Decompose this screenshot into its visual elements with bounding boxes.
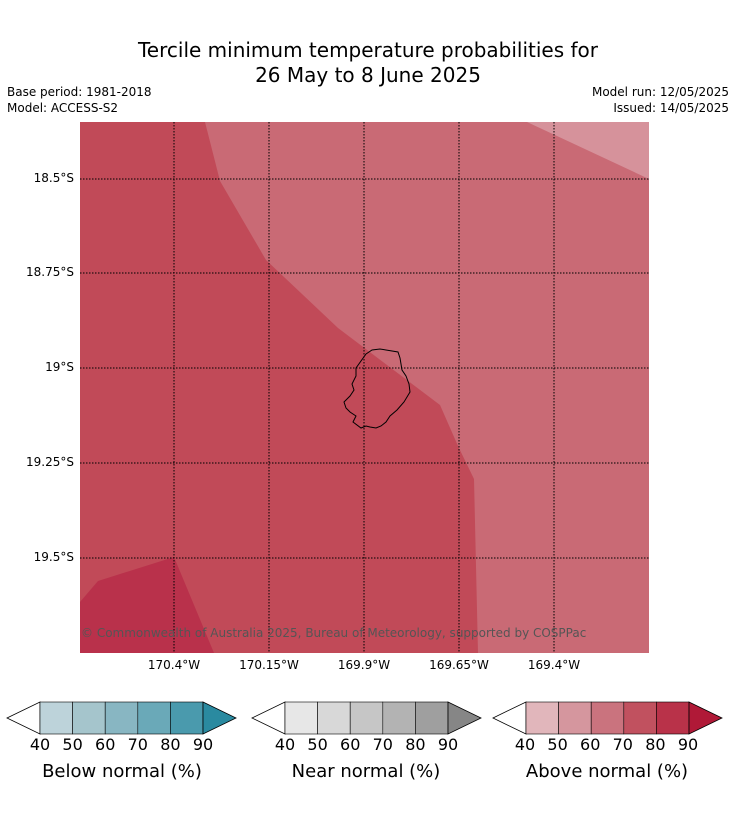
colorbar-tick: 50 — [62, 735, 83, 754]
meta-left: Base period: 1981-2018 Model: ACCESS-S2 — [7, 84, 152, 116]
colorbar-segment — [284, 701, 318, 735]
region-above-60 — [527, 122, 649, 179]
colorbar-above-normal — [492, 701, 723, 735]
colorbar-label-below: Below normal (%) — [42, 761, 202, 782]
island-outline — [343, 348, 411, 429]
colorbar-segment — [656, 701, 690, 735]
colorbar-min-extension — [251, 701, 286, 735]
colorbar-segment — [170, 701, 204, 735]
colorbar-label-near: Near normal (%) — [291, 761, 441, 782]
colorbar-segment — [104, 701, 139, 735]
colorbar-tick: 90 — [192, 735, 214, 754]
meta-right: Model run: 12/05/2025 Issued: 14/05/2025 — [592, 84, 729, 116]
colorbar-tick: 50 — [307, 735, 328, 754]
colorbar-tick: 40 — [514, 735, 536, 754]
colorbar-min-extension — [492, 701, 527, 735]
lon-tick-label: 169.9°W — [337, 658, 391, 672]
colorbar-tick: 60 — [340, 735, 361, 754]
probability-map[interactable] — [80, 122, 649, 653]
base-period-text: Base period: 1981-2018 — [7, 85, 152, 99]
lat-tick-label: 18.75°S — [26, 265, 74, 279]
colorbar-label-above: Above normal (%) — [525, 761, 689, 782]
colorbar-segment — [349, 701, 384, 735]
lat-tick-label: 19.5°S — [33, 550, 74, 564]
colorbar-below-normal — [6, 701, 237, 735]
colorbar-tick: 40 — [29, 735, 51, 754]
title-line-1: Tercile minimum temperature probabilitie… — [137, 38, 599, 62]
title-line-2: 26 May to 8 June 2025 — [255, 63, 481, 87]
colorbar-tick: 60 — [580, 735, 601, 754]
colorbar-segment — [382, 701, 416, 735]
colorbar-tick: 80 — [160, 735, 181, 754]
colorbar-segment — [137, 701, 171, 735]
model-run-text: Model run: 12/05/2025 — [591, 85, 729, 99]
colorbar-segment — [558, 701, 592, 735]
colorbar-tick: 60 — [95, 735, 116, 754]
issued-text: Issued: 14/05/2025 — [613, 101, 729, 115]
gridlines — [80, 122, 649, 653]
lon-tick-label: 170.4°W — [147, 658, 201, 672]
map-title: Tercile minimum temperature probabilitie… — [0, 38, 736, 88]
colorbar-segment — [415, 701, 449, 735]
region-above-90 — [80, 557, 214, 653]
colorbar-tick: 40 — [274, 735, 296, 754]
lat-tick-label: 19.25°S — [26, 455, 74, 469]
colorbar-segment — [623, 701, 657, 735]
model-text: Model: ACCESS-S2 — [7, 101, 119, 115]
colorbar-segment — [590, 701, 625, 735]
colorbar-tick: 70 — [127, 735, 148, 754]
lon-tick-label: 169.4°W — [527, 658, 581, 672]
colorbar-tick: 80 — [645, 735, 666, 754]
colorbar-tick: 80 — [405, 735, 426, 754]
colorbar-segment — [72, 701, 106, 735]
copyright-notice: © Commonwealth of Australia 2025, Bureau… — [81, 626, 587, 640]
colorbar-segment — [525, 701, 559, 735]
map-canvas — [80, 122, 649, 653]
colorbar-segment — [317, 701, 351, 735]
colorbar-tick: 90 — [677, 735, 699, 754]
lon-tick-label: 170.15°W — [239, 658, 299, 672]
region-above-70 — [205, 122, 649, 653]
colorbar-near-normal — [251, 701, 482, 735]
colorbar-tick: 70 — [612, 735, 633, 754]
lat-tick-label: 18.5°S — [33, 171, 74, 185]
colorbar-max-extension — [447, 701, 482, 735]
colorbar-segment — [39, 701, 73, 735]
colorbar-tick: 90 — [437, 735, 459, 754]
colorbar-min-extension — [6, 701, 41, 735]
colorbar-tick: 70 — [372, 735, 393, 754]
colorbar-tick: 50 — [547, 735, 568, 754]
lon-tick-label: 169.65°W — [429, 658, 489, 672]
lat-tick-label: 19°S — [45, 360, 74, 374]
colorbar-max-extension — [688, 701, 723, 735]
colorbar-max-extension — [202, 701, 237, 735]
